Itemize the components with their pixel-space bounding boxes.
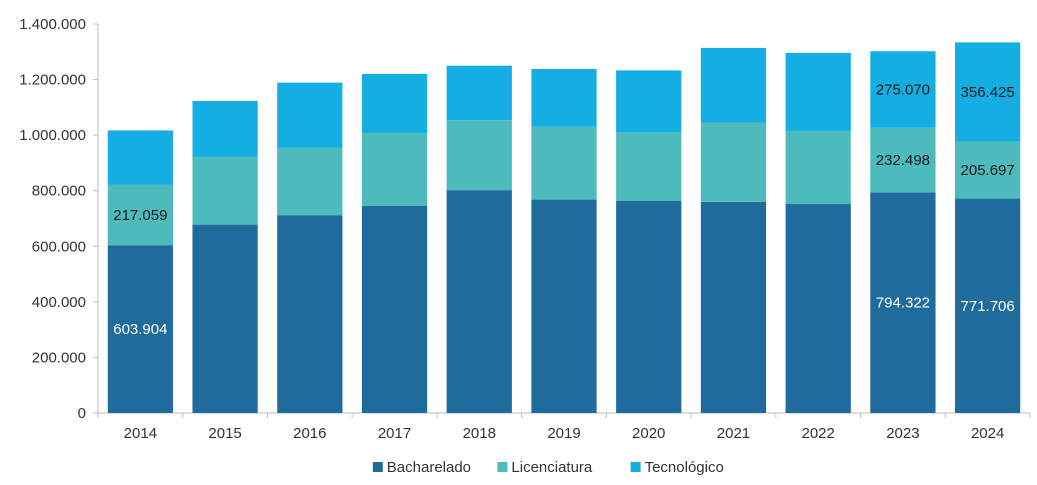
x-tick-label: 2022 (801, 425, 834, 442)
data-label: 794.322 (876, 295, 930, 312)
data-label: 232.498 (876, 152, 930, 169)
y-tick-label: 800.000 (32, 183, 86, 200)
bar-segment-licenciatura-2022 (785, 130, 851, 205)
y-tick-label: 600.000 (32, 238, 86, 255)
legend-swatch-tecnol-gico (630, 462, 641, 472)
bar-segment-licenciatura-2018 (446, 120, 512, 191)
x-tick-label: 2014 (124, 425, 157, 442)
bar-segment-tecnol-gico-2018 (446, 65, 512, 121)
legend-label: Bacharelado (387, 459, 471, 476)
data-label: 603.904 (113, 321, 167, 338)
x-tick-label: 2020 (632, 425, 665, 442)
y-tick-label: 400.000 (32, 294, 86, 311)
bar-segment-tecnol-gico-2021 (700, 47, 767, 123)
x-tick-label: 2021 (717, 425, 750, 442)
y-tick-label: 1.200.000 (19, 72, 86, 89)
x-tick-label: 2018 (463, 425, 496, 442)
y-tick-label: 1.400.000 (19, 16, 86, 33)
bar-segment-tecnol-gico-2020 (616, 70, 682, 133)
data-label: 356.425 (961, 84, 1015, 101)
bar-segment-licenciatura-2021 (700, 122, 767, 202)
bar-segment-tecnol-gico-2015 (192, 100, 258, 157)
legend-label: Tecnológico (645, 459, 724, 476)
bar-segment-licenciatura-2019 (531, 126, 597, 200)
bar-segment-licenciatura-2017 (361, 132, 428, 206)
x-tick-label: 2023 (886, 425, 919, 442)
bar-segment-tecnol-gico-2017 (361, 74, 428, 133)
x-tick-label: 2015 (208, 425, 241, 442)
bar-segment-licenciatura-2024 (955, 141, 1021, 199)
bar-segment-tecnol-gico-2023 (870, 51, 936, 128)
y-tick-label: 0 (78, 405, 86, 422)
bar-segment-tecnol-gico-2024 (955, 42, 1021, 142)
bar-segment-bacharelado-2017 (361, 205, 428, 413)
bar-segment-bacharelado-2022 (785, 204, 851, 413)
bar-segment-bacharelado-2018 (446, 190, 512, 413)
bar-segment-bacharelado-2014 (107, 245, 173, 413)
data-label: 205.697 (961, 162, 1015, 179)
x-tick-label: 2016 (293, 425, 326, 442)
bar-segment-tecnol-gico-2022 (785, 52, 851, 131)
bar-segment-tecnol-gico-2014 (107, 130, 173, 185)
x-tick-label: 2017 (378, 425, 411, 442)
bar-segment-licenciatura-2020 (616, 132, 682, 201)
data-label: 217.059 (113, 207, 167, 224)
bar-segment-licenciatura-2015 (192, 156, 258, 225)
bar-segment-bacharelado-2020 (616, 200, 682, 413)
x-tick-label: 2024 (971, 425, 1004, 442)
bar-segment-licenciatura-2023 (870, 127, 936, 193)
bar-segment-tecnol-gico-2016 (277, 82, 343, 148)
bar-segment-licenciatura-2016 (277, 147, 343, 216)
x-tick-label: 2019 (547, 425, 580, 442)
y-tick-label: 1.000.000 (19, 127, 86, 144)
bar-segment-bacharelado-2023 (870, 192, 936, 413)
bar-segment-tecnol-gico-2019 (531, 69, 597, 127)
bar-segment-bacharelado-2016 (277, 215, 343, 413)
bar-segment-licenciatura-2014 (107, 184, 173, 246)
data-label: 275.070 (876, 81, 930, 98)
bar-segment-bacharelado-2019 (531, 199, 597, 413)
y-tick-label: 200.000 (32, 349, 86, 366)
legend-swatch-bacharelado (372, 462, 383, 472)
data-label: 771.706 (961, 298, 1015, 315)
bar-segment-bacharelado-2015 (192, 224, 258, 413)
bar-segment-bacharelado-2024 (955, 198, 1021, 413)
bar-segment-bacharelado-2021 (700, 201, 767, 413)
legend-label: Licenciatura (511, 459, 593, 476)
legend-swatch-licenciatura (497, 462, 508, 472)
